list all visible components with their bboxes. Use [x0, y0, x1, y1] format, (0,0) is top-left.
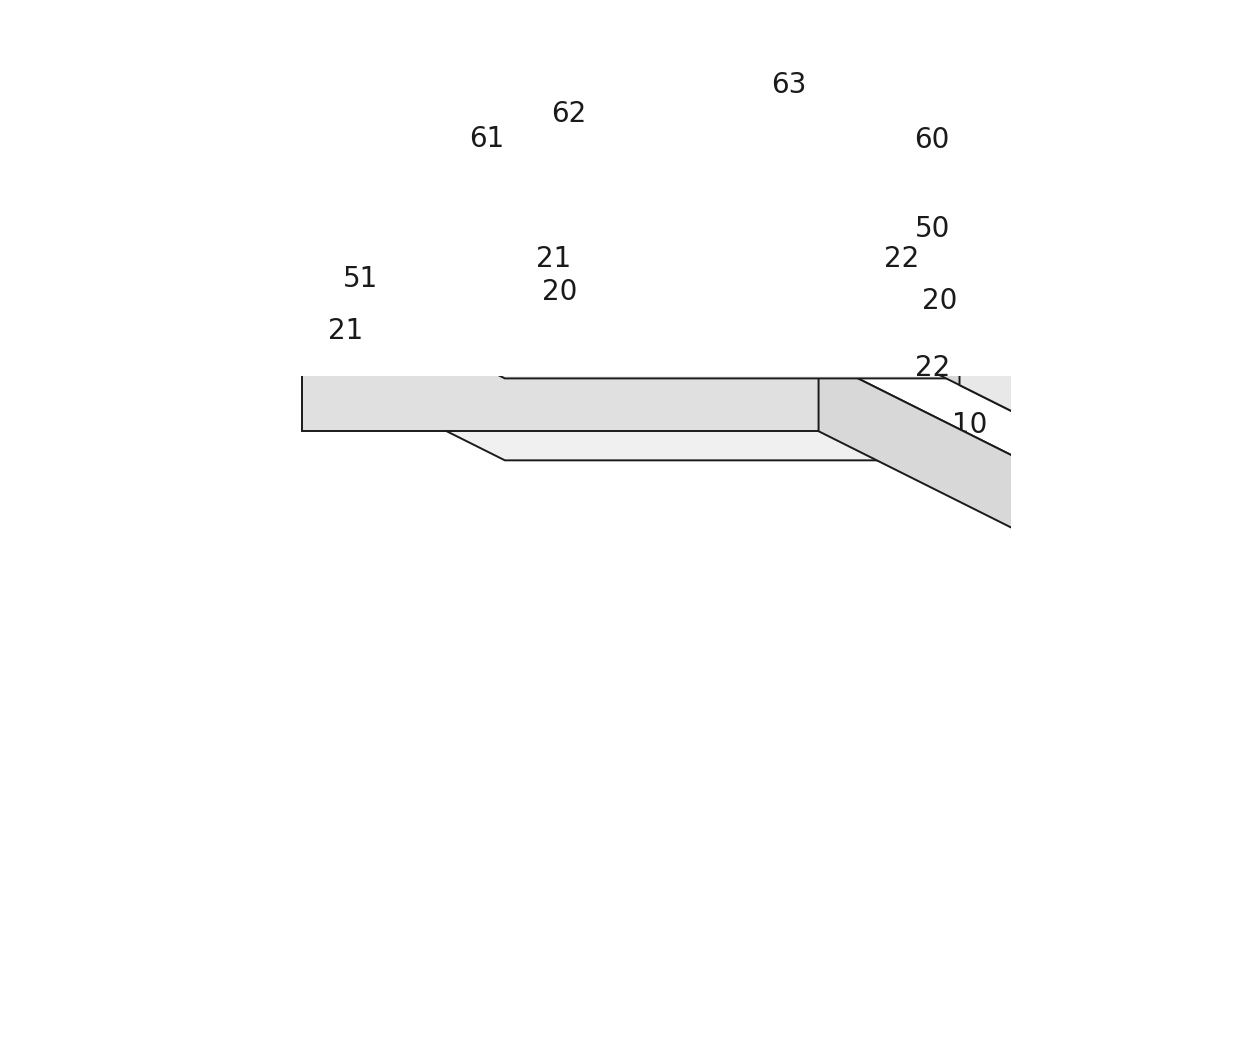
Polygon shape: [960, 347, 1012, 412]
Polygon shape: [626, 271, 644, 282]
Polygon shape: [894, 314, 908, 336]
Text: 50: 50: [915, 215, 950, 243]
Polygon shape: [362, 271, 563, 362]
Polygon shape: [475, 271, 492, 282]
Polygon shape: [513, 271, 531, 282]
Polygon shape: [513, 271, 714, 362]
Polygon shape: [818, 204, 1022, 334]
Text: 22: 22: [915, 355, 950, 383]
Polygon shape: [438, 271, 639, 362]
Text: 51: 51: [342, 264, 378, 292]
Polygon shape: [362, 271, 379, 282]
Ellipse shape: [723, 129, 728, 131]
Ellipse shape: [603, 172, 609, 175]
Polygon shape: [301, 359, 818, 431]
Ellipse shape: [718, 125, 733, 134]
Text: 22: 22: [884, 246, 920, 274]
Text: 61: 61: [469, 125, 505, 153]
Polygon shape: [427, 217, 577, 223]
Polygon shape: [551, 271, 568, 282]
Polygon shape: [399, 271, 417, 282]
Polygon shape: [399, 271, 600, 362]
Polygon shape: [926, 331, 939, 353]
Polygon shape: [438, 271, 455, 282]
Ellipse shape: [553, 175, 559, 178]
Text: 10: 10: [952, 412, 987, 440]
Text: 62: 62: [551, 100, 587, 128]
Text: 60: 60: [915, 127, 950, 155]
Polygon shape: [702, 282, 833, 303]
Polygon shape: [475, 271, 676, 362]
Ellipse shape: [547, 172, 565, 181]
Polygon shape: [301, 277, 1022, 379]
Polygon shape: [959, 346, 971, 368]
Polygon shape: [702, 269, 791, 282]
Polygon shape: [818, 277, 1022, 416]
Polygon shape: [551, 271, 751, 362]
Text: 20: 20: [542, 278, 578, 306]
Text: 21: 21: [536, 245, 570, 273]
Polygon shape: [626, 271, 827, 362]
Polygon shape: [350, 223, 987, 314]
Polygon shape: [301, 107, 1022, 208]
Polygon shape: [791, 269, 833, 303]
Polygon shape: [991, 363, 1003, 385]
Polygon shape: [301, 107, 818, 153]
Text: 21: 21: [329, 317, 363, 345]
Polygon shape: [589, 271, 790, 362]
Polygon shape: [818, 107, 1022, 255]
Polygon shape: [818, 359, 1022, 533]
Polygon shape: [301, 204, 1022, 306]
Text: 20: 20: [921, 287, 957, 315]
Polygon shape: [589, 271, 606, 282]
Ellipse shape: [598, 169, 615, 178]
Polygon shape: [301, 359, 1022, 460]
Text: 63: 63: [771, 72, 806, 100]
Polygon shape: [301, 277, 818, 314]
Polygon shape: [301, 204, 818, 232]
